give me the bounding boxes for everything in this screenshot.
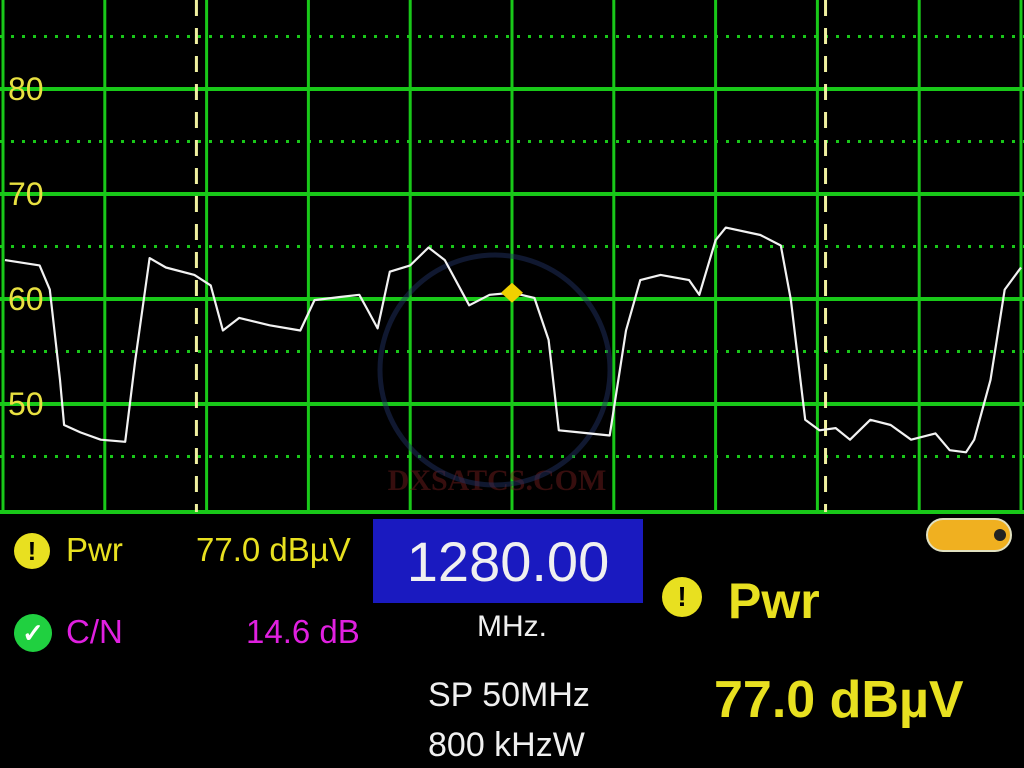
span-value: SP 50MHz — [428, 676, 590, 714]
y-tick-label: 80 — [8, 71, 44, 107]
center-frequency: 1280.00 — [406, 529, 610, 593]
spectrum-trace — [4, 226, 1022, 454]
y-tick-label: 90 — [8, 0, 44, 2]
check-icon: ✓ — [14, 614, 52, 652]
center-marker — [501, 282, 523, 303]
big-pwr-value: 77.0 dBµV — [714, 671, 964, 729]
watermark-logo: DXSATCS.COM — [388, 464, 607, 497]
warning-icon: ! — [662, 577, 702, 617]
cn-label: C/N — [66, 613, 123, 650]
y-tick-label: 70 — [8, 176, 44, 212]
watermark-ring — [377, 252, 613, 488]
warning-icon: ! — [14, 533, 50, 569]
pwr-value: 77.0 dBµV — [196, 531, 351, 568]
rbw-value: 800 kHzW — [428, 726, 585, 764]
big-pwr-label: Pwr — [728, 573, 820, 629]
y-tick-labels: 50 60 70 80 90 — [8, 0, 44, 422]
y-tick-label: 50 — [8, 386, 44, 422]
frequency-unit: MHz. — [477, 610, 547, 643]
cn-value: 14.6 dB — [246, 613, 360, 650]
grid — [0, 0, 1024, 514]
y-tick-label: 60 — [8, 281, 44, 317]
battery-icon — [926, 518, 1012, 552]
spectrum-plot: 50 60 70 80 90 DXSATCS.COM — [0, 0, 1024, 514]
center-frequency-box[interactable]: 1280.00 — [373, 519, 643, 603]
pwr-label: Pwr — [66, 531, 123, 568]
